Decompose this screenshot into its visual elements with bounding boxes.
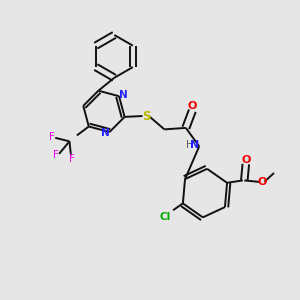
Text: O: O [257,177,266,187]
Text: O: O [188,101,197,111]
Text: S: S [142,110,150,122]
Text: Cl: Cl [159,212,171,222]
Text: N: N [119,90,128,100]
Text: H: H [186,140,194,150]
Text: F: F [69,154,75,164]
Text: F: F [53,150,59,160]
Text: N: N [101,128,110,138]
Text: N: N [190,140,199,150]
Text: F: F [49,132,55,142]
Text: O: O [241,155,250,165]
